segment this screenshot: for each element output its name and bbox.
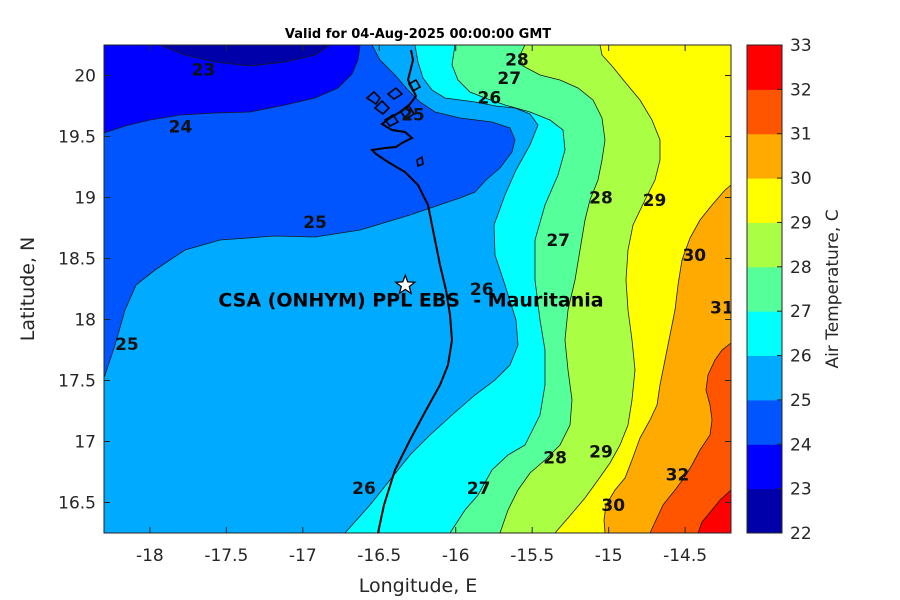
contour-label: 27 xyxy=(467,479,491,499)
y-tick-label: 19.5 xyxy=(58,128,96,148)
colorbar-tick-label: 24 xyxy=(790,435,812,455)
site-star-icon xyxy=(394,273,417,295)
chart-title: Valid for 04-Aug-2025 00:00:00 GMT xyxy=(285,27,551,42)
contour-label: 29 xyxy=(589,442,613,462)
y-tick-label: 19 xyxy=(74,189,96,209)
band-31 xyxy=(649,342,731,533)
y-axis: 16.5 17 17.5 18 18.5 19 19.5 20 xyxy=(58,67,731,514)
colorbar-tick-label: 26 xyxy=(790,347,812,367)
contour-label: 32 xyxy=(666,465,690,485)
colorbar-tick-label: 31 xyxy=(790,125,812,145)
contour-label: 29 xyxy=(643,191,667,211)
colorbar-segment-24 xyxy=(747,399,782,445)
contour-label: 27 xyxy=(546,231,570,251)
y-tick-label: 18 xyxy=(74,311,96,331)
coastline xyxy=(365,49,454,533)
colorbar-tick-label: 33 xyxy=(790,36,812,56)
x-tick-label: -18 xyxy=(136,546,164,566)
colorbar-segment-29 xyxy=(747,178,782,223)
colorbar-tick-label: 28 xyxy=(790,258,812,278)
x-axis: -18 -17.5 -17 -16.5 -16 -15.5 -15 -14.5 xyxy=(136,45,707,566)
x-axis-label: Longitude, E xyxy=(359,575,478,597)
colorbar-segment-31 xyxy=(747,89,782,135)
x-tick-label: -16 xyxy=(442,546,470,566)
colorbar-segment-23 xyxy=(747,444,782,490)
x-tick-label: -14.5 xyxy=(663,546,707,566)
contour-label: 28 xyxy=(543,448,567,468)
colorbar-segment-25 xyxy=(747,355,782,401)
band-32 xyxy=(697,489,731,533)
contour-label: 28 xyxy=(505,51,529,71)
contour-label: 30 xyxy=(601,496,625,516)
contour-bands xyxy=(104,45,731,533)
site-layer: CSA (ONHYM) PPL EBS - Mauritania xyxy=(218,273,604,311)
contour-label: 26 xyxy=(470,280,494,300)
contour-label: 27 xyxy=(497,69,521,89)
x-tick-label: -15.5 xyxy=(510,546,554,566)
x-tick-label: -15 xyxy=(595,546,623,566)
colorbar-tick-label: 25 xyxy=(790,391,812,411)
y-tick-label: 20 xyxy=(74,67,96,87)
contour-label: 23 xyxy=(192,60,216,80)
x-tick-label: -16.5 xyxy=(357,546,401,566)
colorbar-segment-22 xyxy=(747,488,782,534)
colorbar-segment-26 xyxy=(747,311,782,357)
colorbar-segment-28 xyxy=(747,222,782,268)
y-tick-label: 18.5 xyxy=(58,250,96,270)
band-22 xyxy=(159,45,331,67)
colorbar-segment-32 xyxy=(747,45,782,90)
contour-label: 25 xyxy=(401,106,425,126)
colorbar-segment-27 xyxy=(747,266,782,312)
colorbar-segment-30 xyxy=(747,133,782,179)
colorbar-label: Air Temperature, C xyxy=(823,209,843,368)
contour-label: 28 xyxy=(589,189,613,209)
contour-label: 26 xyxy=(352,479,376,499)
contour-label: 24 xyxy=(169,118,193,138)
colorbar-tick-label: 32 xyxy=(790,80,812,100)
colorbar: 22 23 24 25 26 27 28 29 30 31 32 33 xyxy=(746,36,812,544)
contour-label: 30 xyxy=(682,246,706,266)
plot-frame xyxy=(103,44,732,534)
y-axis-label: Latitude, N xyxy=(17,237,39,342)
contour-label: 31 xyxy=(710,298,734,318)
x-tick-label: -17 xyxy=(289,546,317,566)
contour-label: 25 xyxy=(115,335,139,355)
y-tick-label: 16.5 xyxy=(58,494,96,514)
contour-label: 26 xyxy=(478,88,502,108)
colorbar-tick-label: 30 xyxy=(790,169,812,189)
colorbar-tick-label: 23 xyxy=(790,480,812,500)
x-tick-label: -17.5 xyxy=(204,546,248,566)
site-label: CSA (ONHYM) PPL EBS - Mauritania xyxy=(218,289,603,311)
contour-label: 25 xyxy=(303,213,327,233)
colorbar-tick-label: 29 xyxy=(790,213,812,233)
band-30 xyxy=(603,45,731,533)
y-tick-label: 17.5 xyxy=(58,372,96,392)
colorbar-frame xyxy=(746,44,783,534)
colorbar-tick-label: 22 xyxy=(790,524,812,544)
colorbar-tick-label: 27 xyxy=(790,302,812,322)
band-23 xyxy=(104,45,361,134)
y-tick-label: 17 xyxy=(74,433,96,453)
